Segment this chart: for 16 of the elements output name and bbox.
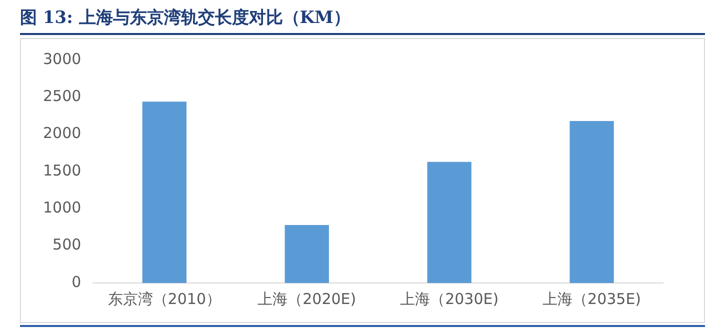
x-tick-label: 东京湾（2010） (108, 290, 221, 308)
y-tick-label: 2500 (42, 87, 82, 106)
y-tick-label: 2000 (42, 124, 82, 142)
x-tick-label: 上海（2035E) (542, 290, 642, 308)
y-tick-label: 1500 (42, 161, 82, 180)
bar (142, 102, 186, 283)
x-tick-label: 上海（2020E) (258, 290, 356, 308)
y-tick-label: 500 (52, 236, 82, 254)
bar (427, 162, 472, 283)
y-tick-label: 3000 (42, 50, 82, 68)
bar (284, 225, 329, 283)
chart-title: 图 13: 上海与东京湾轨交长度对比（KM） (20, 7, 350, 29)
y-tick-label: 1000 (42, 198, 82, 217)
bar (570, 120, 614, 283)
x-tick-label: 上海（2030E) (400, 290, 499, 308)
y-tick-label: 0 (72, 272, 82, 291)
